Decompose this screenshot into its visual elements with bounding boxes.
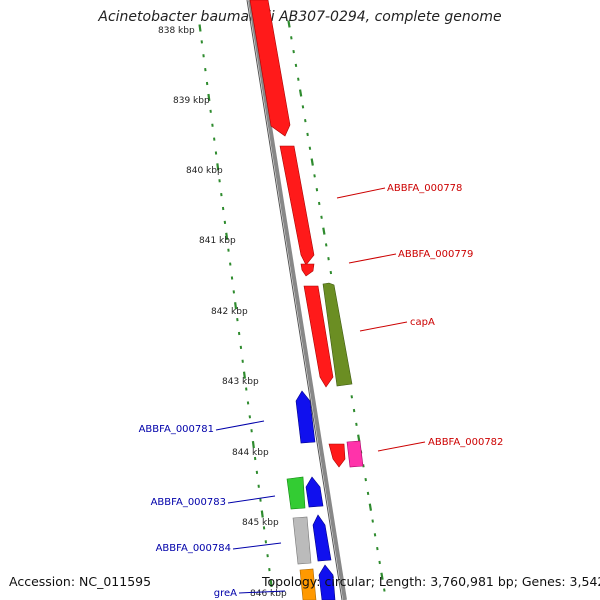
gene-feature-abbfa-000781[interactable]	[295, 390, 316, 444]
gene-label-abbfa-000779[interactable]: ABBFA_000779	[398, 249, 473, 260]
genome-backbone-edge	[246, 0, 343, 600]
gene-feature-red[interactable]	[249, 0, 291, 137]
gene-feature-abbfa-000784[interactable]	[292, 516, 312, 565]
outer-tick-dot	[310, 158, 314, 166]
inner-tick-dot	[198, 24, 202, 32]
scale-label-838: 838 kbp	[158, 26, 195, 36]
inner-tick-dot	[225, 232, 229, 240]
gene-label-abbfa-000784[interactable]: ABBFA_000784	[156, 543, 231, 554]
outer-tick-dot	[368, 503, 373, 511]
gene-feature-capa[interactable]	[322, 282, 353, 387]
scale-labels: 838 kbp 839 kbp 840 kbp 841 kbp 842 kbp …	[158, 26, 287, 599]
leader-line	[336, 187, 386, 199]
scale-label-846: 846 kbp	[250, 589, 287, 599]
outer-tick-dot	[380, 572, 384, 580]
gene-label-abbfa-000782[interactable]: ABBFA_000782	[428, 437, 503, 448]
gene-label-grea[interactable]: greA	[214, 588, 237, 599]
gene-feature-red-3[interactable]	[303, 285, 334, 388]
scale-label-843: 843 kbp	[222, 377, 259, 387]
gene-label-abbfa-000778[interactable]: ABBFA_000778	[387, 183, 462, 194]
scale-label-839: 839 kbp	[173, 96, 210, 106]
leader-line	[238, 590, 286, 594]
inner-tick-dot	[251, 440, 255, 449]
accession-text: Accession: NC_011595	[9, 574, 152, 589]
leader-line	[359, 321, 408, 332]
gene-feature-blue-3[interactable]	[312, 514, 332, 562]
leader-line	[215, 420, 265, 431]
inner-tick-dot	[269, 579, 273, 588]
gene-label-abbfa-000783[interactable]: ABBFA_000783	[151, 497, 226, 508]
inner-tick-dot	[242, 371, 247, 379]
inner-tick-dot	[260, 510, 264, 518]
inner-tick-dot	[207, 93, 211, 102]
gene-feature-blue-2[interactable]	[305, 476, 324, 508]
genome-stats-text: Topology: circular; Length: 3,760,981 bp…	[262, 574, 600, 589]
leader-line	[232, 542, 282, 550]
leader-line	[348, 253, 397, 264]
gene-feature-grea[interactable]	[299, 568, 317, 600]
gene-feature-abbfa-000779[interactable]	[300, 263, 315, 277]
gene-feature-abbfa-000782[interactable]	[346, 440, 364, 468]
outer-tick-dot	[287, 20, 291, 28]
leader-line	[377, 441, 426, 452]
map-title: Acinetobacter baumannii AB307-0294, comp…	[98, 9, 502, 25]
gene-feature-red-4[interactable]	[328, 443, 346, 468]
scale-label-840: 840 kbp	[186, 166, 223, 176]
gene-feature-blue-4[interactable]	[318, 564, 336, 600]
gene-feature-abbfa-000783[interactable]	[286, 476, 306, 510]
scale-label-844: 844 kbp	[232, 448, 269, 458]
gene-label-abbfa-000781[interactable]: ABBFA_000781	[139, 424, 214, 435]
genome-backbone	[248, 0, 347, 600]
outer-tick-dot	[322, 227, 326, 235]
scale-label-845: 845 kbp	[242, 518, 279, 528]
outer-tick-dot	[357, 434, 361, 442]
scale-label-841: 841 kbp	[199, 236, 236, 246]
gene-label-capa[interactable]: capA	[410, 317, 435, 328]
inner-tick-dot	[234, 302, 238, 310]
leader-line	[227, 495, 276, 504]
scale-label-842: 842 kbp	[211, 307, 248, 317]
inner-tick-dot	[216, 163, 220, 171]
outer-tick-dot	[298, 89, 303, 97]
gene-feature-abbfa-000778[interactable]	[279, 145, 315, 266]
